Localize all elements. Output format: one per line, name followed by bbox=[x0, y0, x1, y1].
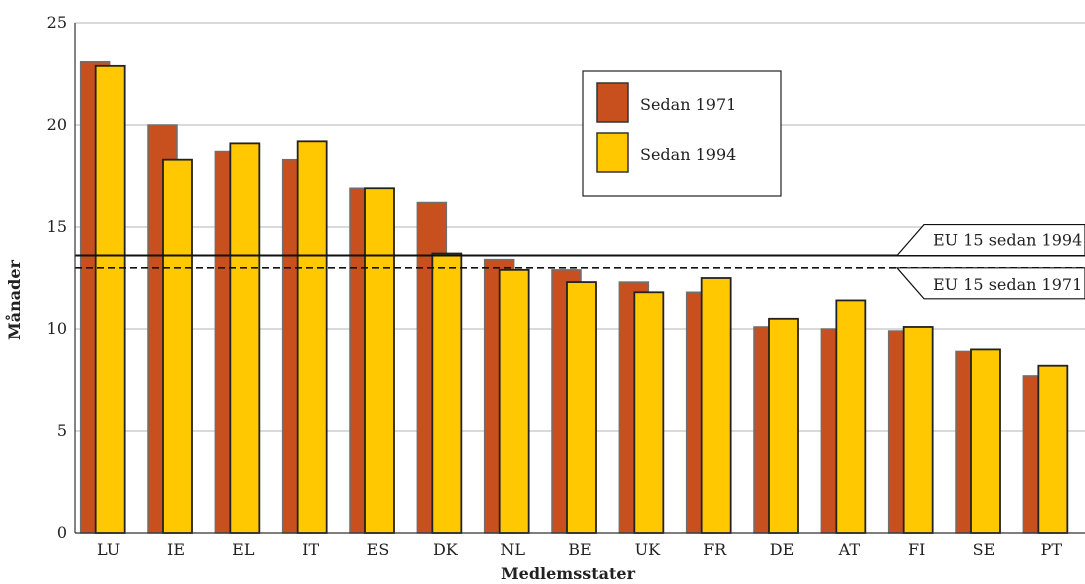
y-tick-label-5: 5 bbox=[57, 421, 67, 440]
y-tick-label-10: 10 bbox=[47, 319, 67, 338]
bar-ie-sedan-1994 bbox=[162, 158, 193, 534]
legend-swatch-sedan-1994 bbox=[596, 132, 629, 173]
x-tick-label-fr: FR bbox=[703, 540, 727, 559]
bar-es-sedan-1994 bbox=[364, 187, 395, 534]
x-tick-label-dk: DK bbox=[433, 540, 459, 559]
bar-nl-sedan-1994 bbox=[498, 268, 530, 534]
legend-swatch-sedan-1971 bbox=[596, 82, 629, 123]
bar-de-sedan-1994 bbox=[768, 317, 799, 534]
x-tick-label-ie: IE bbox=[167, 540, 185, 559]
reference-label-eu15-1971: EU 15 sedan 1971 bbox=[933, 275, 1082, 294]
bar-uk-sedan-1994 bbox=[633, 291, 665, 534]
x-axis-label: Medlemsstater bbox=[501, 564, 636, 583]
bar-lu-sedan-1994 bbox=[94, 64, 126, 534]
x-tick-label-it: IT bbox=[302, 540, 319, 559]
y-axis-ticks: 0 5 10 15 20 25 bbox=[47, 13, 67, 542]
bar-fr-sedan-1994 bbox=[700, 277, 732, 534]
y-tick-label-20: 20 bbox=[47, 115, 67, 134]
x-tick-label-el: EL bbox=[232, 540, 255, 559]
x-tick-label-uk: UK bbox=[635, 540, 661, 559]
y-axis-label: Månader bbox=[4, 259, 24, 339]
x-tick-label-es: ES bbox=[367, 540, 390, 559]
reference-label-box-1994 bbox=[895, 223, 1085, 257]
y-tick-label-15: 15 bbox=[47, 217, 67, 236]
bar-at-sedan-1994 bbox=[835, 299, 867, 534]
x-tick-label-fi: FI bbox=[908, 540, 925, 559]
bar-se-sedan-1994 bbox=[970, 348, 1001, 534]
x-tick-label-nl: NL bbox=[500, 540, 525, 559]
x-axis-tick-labels: LU IE EL IT ES DK NL BE UK FR DE AT FI SE PT bbox=[97, 540, 1062, 559]
reference-lines: EU 15 sedan 1994 EU 15 sedan 1971 bbox=[75, 223, 1085, 300]
bars bbox=[79, 61, 1069, 534]
x-tick-label-at: AT bbox=[838, 540, 861, 559]
x-tick-label-se: SE bbox=[973, 540, 996, 559]
bar-el-sedan-1994 bbox=[229, 142, 261, 534]
bar-fi-sedan-1994 bbox=[902, 326, 934, 534]
y-tick-label-0: 0 bbox=[57, 523, 67, 542]
y-tick-label-25: 25 bbox=[47, 13, 67, 32]
bar-pt-sedan-1994 bbox=[1037, 364, 1069, 534]
x-tick-label-pt: PT bbox=[1041, 540, 1063, 559]
legend-label-sedan-1971: Sedan 1971 bbox=[640, 95, 736, 114]
legend-label-sedan-1994: Sedan 1994 bbox=[640, 145, 736, 164]
bar-dk-sedan-1994 bbox=[431, 252, 463, 534]
bar-it-sedan-1994 bbox=[296, 140, 328, 534]
bar-be-sedan-1994 bbox=[566, 281, 597, 534]
x-tick-label-lu: LU bbox=[97, 540, 120, 559]
legend: Sedan 1971 Sedan 1994 bbox=[582, 70, 782, 197]
reference-label-eu15-1994: EU 15 sedan 1994 bbox=[933, 231, 1082, 250]
x-tick-label-be: BE bbox=[568, 540, 591, 559]
reference-label-box-1971 bbox=[895, 267, 1085, 300]
x-tick-label-de: DE bbox=[770, 540, 795, 559]
